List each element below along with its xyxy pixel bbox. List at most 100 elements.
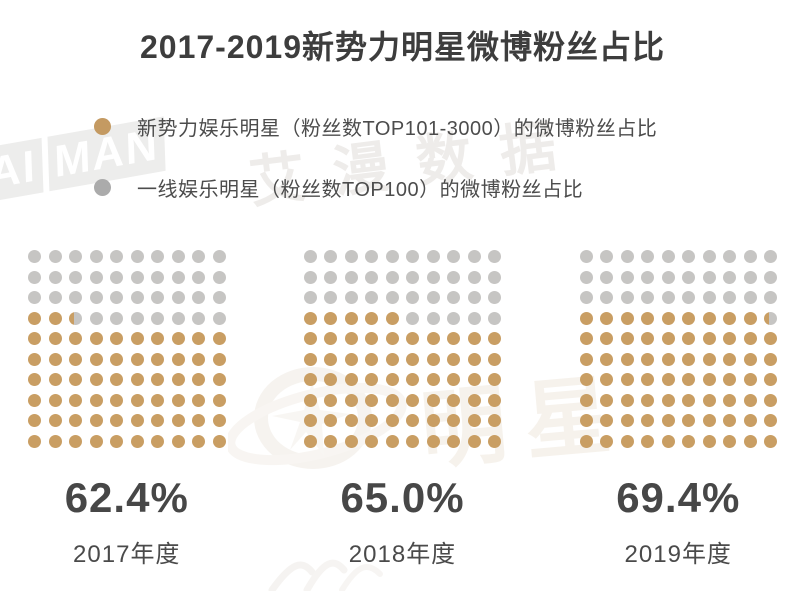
- waffle-dot-empty: [69, 250, 82, 263]
- year-label: 2017年度: [73, 540, 181, 568]
- waffle-dot-filled: [743, 414, 757, 427]
- chart-legend: 新势力娱乐明星（粉丝数TOP101-3000）的微博粉丝占比 一线娱乐明星（粉丝…: [94, 112, 805, 202]
- legend-label: 新势力娱乐明星（粉丝数TOP101-3000）的微博粉丝占比: [137, 118, 658, 140]
- waffle-dot-filled: [212, 352, 226, 366]
- waffle-dot-empty: [641, 270, 654, 284]
- waffle-dot-filled: [151, 352, 164, 366]
- waffle-dot-filled: [661, 332, 675, 345]
- waffle-dot-filled: [723, 414, 736, 427]
- waffle-dot-filled: [600, 332, 613, 345]
- waffle-dot-filled: [488, 352, 502, 366]
- waffle-dot-filled: [702, 352, 716, 366]
- waffle-dot-filled: [192, 332, 205, 345]
- waffle-dot-filled: [447, 332, 461, 345]
- waffle-dot-empty: [488, 270, 502, 284]
- waffle-dot-empty: [192, 270, 205, 284]
- waffle-dot-filled: [702, 373, 716, 386]
- waffle-dot-filled: [426, 373, 440, 386]
- waffle-dot-filled: [192, 414, 205, 427]
- waffle-dot-filled: [48, 332, 62, 345]
- waffle-dot-empty: [171, 250, 185, 263]
- waffle-dot-filled: [130, 414, 144, 427]
- waffle-dot-partial: [764, 311, 777, 325]
- waffle-dot-empty: [620, 291, 634, 304]
- waffle-dot-filled: [743, 332, 757, 345]
- waffle-dot-empty: [447, 311, 461, 325]
- waffle-dot-empty: [303, 270, 317, 284]
- waffle-dot-filled: [28, 352, 41, 366]
- waffle-dot-filled: [447, 434, 461, 448]
- waffle-dot-filled: [192, 373, 205, 386]
- waffle-dot-filled: [69, 352, 82, 366]
- waffle-dot-filled: [48, 373, 62, 386]
- waffle-dot-empty: [661, 291, 675, 304]
- waffle-dot-filled: [661, 311, 675, 325]
- waffle-dot-filled: [48, 393, 62, 407]
- waffle-dot-filled: [365, 352, 379, 366]
- waffle-dot-filled: [661, 352, 675, 366]
- waffle-dot-filled: [48, 352, 62, 366]
- waffle-dot-filled: [303, 434, 317, 448]
- waffle-dot-filled: [600, 352, 613, 366]
- waffle-dot-empty: [324, 270, 338, 284]
- waffle-dot-empty: [28, 270, 41, 284]
- waffle-dot-filled: [212, 393, 226, 407]
- waffle-dot-filled: [28, 414, 41, 427]
- waffle-dot-filled: [488, 332, 502, 345]
- waffle-dot-filled: [764, 393, 777, 407]
- waffle-dot-filled: [171, 352, 185, 366]
- waffle-dot-empty: [723, 291, 736, 304]
- waffle-dot-filled: [171, 393, 185, 407]
- waffle-dot-filled: [447, 352, 461, 366]
- waffle-dot-filled: [620, 414, 634, 427]
- waffle-dot-filled: [151, 332, 164, 345]
- waffle-dot-filled: [426, 393, 440, 407]
- waffle-dot-filled: [212, 414, 226, 427]
- waffle-dot-empty: [69, 291, 82, 304]
- waffle-dot-filled: [192, 434, 205, 448]
- waffle-dot-empty: [192, 250, 205, 263]
- waffle-dot-filled: [171, 332, 185, 345]
- waffle-dot-empty: [365, 291, 379, 304]
- waffle-dot-filled: [406, 393, 420, 407]
- waffle-dot-filled: [151, 414, 164, 427]
- waffle-dot-empty: [130, 291, 144, 304]
- waffle-dot-filled: [488, 393, 502, 407]
- waffle-dot-empty: [600, 270, 613, 284]
- waffle-dot-filled: [702, 414, 716, 427]
- waffle-dot-empty: [764, 270, 777, 284]
- waffle-dot-filled: [447, 373, 461, 386]
- waffle-dot-empty: [426, 270, 440, 284]
- waffle-dot-empty: [303, 291, 317, 304]
- waffle-dot-empty: [764, 291, 777, 304]
- waffle-dot-empty: [130, 270, 144, 284]
- waffle-dot-filled: [324, 414, 338, 427]
- waffle-dot-empty: [447, 250, 461, 263]
- waffle-dot-empty: [426, 291, 440, 304]
- waffle-dot-filled: [171, 373, 185, 386]
- waffle-dot-filled: [365, 373, 379, 386]
- waffle-dot-filled: [303, 352, 317, 366]
- waffle-dot-filled: [365, 332, 379, 345]
- waffle-dot-empty: [48, 270, 62, 284]
- waffle-dot-filled: [426, 332, 440, 345]
- waffle-dot-filled: [682, 414, 695, 427]
- waffle-dot-filled: [620, 393, 634, 407]
- waffle-dot-empty: [324, 250, 338, 263]
- waffle-dot-filled: [702, 393, 716, 407]
- waffle-dot-filled: [89, 373, 103, 386]
- waffle-dot-empty: [151, 250, 164, 263]
- waffle-dot-filled: [723, 352, 736, 366]
- waffle-dot-empty: [620, 250, 634, 263]
- waffle-dot-filled: [467, 332, 481, 345]
- waffle-dot-filled: [600, 414, 613, 427]
- waffle-dot-filled: [620, 352, 634, 366]
- waffle-dot-filled: [743, 434, 757, 448]
- waffle-chart-area: 62.4% 2017年度 65.0% 2018年度 69.4% 2019年度: [0, 250, 805, 569]
- year-label: 2019年度: [624, 540, 732, 568]
- waffle-dot-filled: [385, 311, 399, 325]
- waffle-dot-filled: [69, 434, 82, 448]
- waffle-dot-filled: [743, 311, 757, 325]
- waffle-dot-empty: [28, 250, 41, 263]
- waffle-dot-filled: [682, 352, 695, 366]
